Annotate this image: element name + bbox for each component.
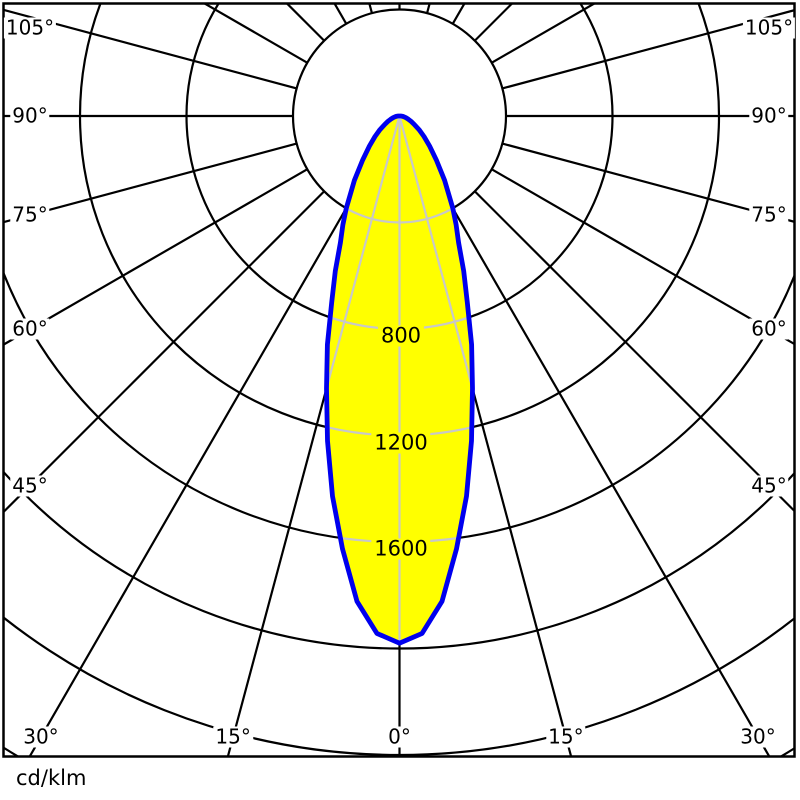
intensity-curve-outline <box>324 113 475 646</box>
unit-label: cd/klm <box>16 766 87 790</box>
